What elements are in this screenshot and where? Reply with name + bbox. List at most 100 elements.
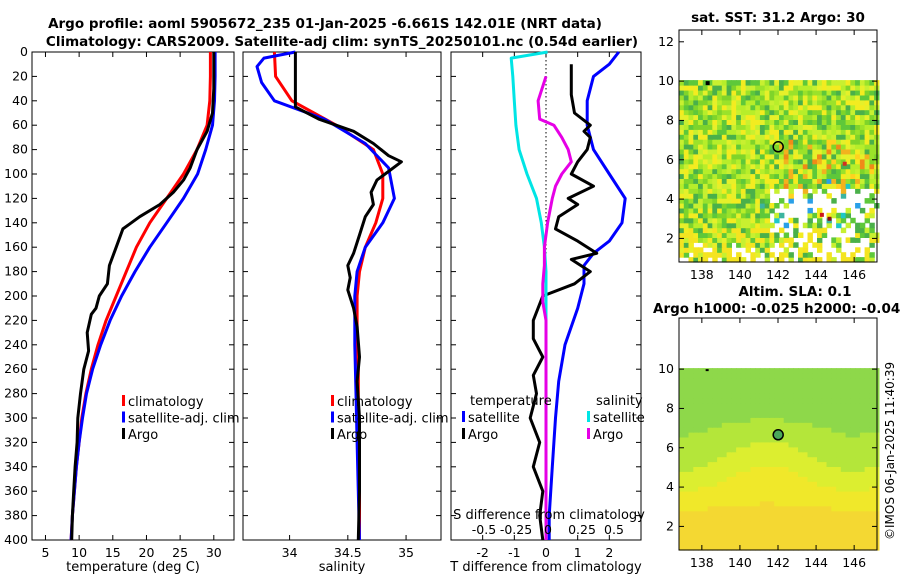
sst-map-cell	[855, 257, 861, 263]
sst-map-cell	[693, 119, 699, 125]
sst-map-cell	[798, 232, 804, 238]
sst-map-cell	[855, 153, 861, 160]
sla-map-cell	[693, 545, 699, 551]
sst-map-cell	[688, 85, 694, 91]
sla-map-cell	[688, 407, 694, 413]
sst-map-cell	[845, 237, 851, 243]
sla-map-cell	[712, 422, 718, 428]
sla-map-cell	[821, 530, 828, 536]
sst-map-cell	[840, 158, 847, 165]
sla-map-cell	[688, 510, 694, 517]
sst-map-cell	[702, 232, 709, 238]
sst-map-cell	[826, 193, 832, 199]
sla-map-cell	[840, 373, 847, 379]
sla-map-cell	[831, 446, 837, 453]
sla-map-cell	[693, 530, 699, 536]
sla-map-cell	[779, 427, 785, 433]
sla-map-cell	[869, 412, 875, 418]
sst-map-cell	[845, 119, 851, 125]
sla-map-cell	[769, 441, 775, 448]
sla-map-cell	[774, 520, 780, 526]
sst-map-cell	[745, 188, 751, 194]
sla-map-cell	[774, 505, 780, 512]
sst-map-cell	[721, 129, 728, 135]
sla-map-cell	[698, 432, 704, 438]
sst-map-cell	[755, 242, 761, 248]
sst-map-cell	[783, 144, 790, 150]
sla-map-cell	[759, 471, 766, 477]
sla-map-cell	[831, 373, 837, 379]
sla-map-cell	[755, 422, 761, 428]
sla-map-cell	[845, 432, 851, 438]
sst-map-cell	[693, 203, 699, 209]
sla-map-cell	[698, 382, 704, 389]
sst-map-cell	[740, 99, 747, 106]
sst-map-cell	[783, 119, 790, 125]
sst-map-cell	[826, 85, 832, 91]
sla-map-cell	[831, 451, 837, 458]
sla-map-cell	[736, 545, 742, 551]
sst-map-cell	[855, 134, 861, 140]
sst-map-cell	[755, 94, 761, 101]
sst-map-cell	[712, 247, 718, 253]
sla-map-cell	[740, 397, 747, 404]
sst-map-cell	[859, 119, 866, 125]
sla-map-cell	[759, 530, 766, 536]
sst-map-cell	[759, 119, 766, 125]
sst-map-cell	[755, 222, 761, 229]
sst-map-cell	[821, 188, 828, 194]
sla-map-cell	[745, 368, 751, 374]
sla-map-cell	[812, 471, 818, 477]
sla-map-cell	[769, 378, 775, 384]
sla-map-cell	[755, 378, 761, 384]
sla-map-cell	[826, 402, 832, 408]
sla-map-cell	[726, 378, 732, 384]
sst-map-cell	[688, 227, 694, 234]
sla-map-cell	[850, 476, 856, 482]
sla-map-cell	[859, 461, 866, 467]
sla-map-cell	[683, 491, 690, 497]
sst-map-cell	[826, 104, 832, 111]
sst-map-cell	[702, 144, 709, 150]
temp-line-argo	[70, 52, 216, 541]
sla-map-cell	[698, 495, 704, 502]
sla-map-cell	[779, 392, 785, 399]
sla-map-cell	[688, 397, 694, 404]
sla-map-cell	[859, 382, 866, 389]
sst-map-cell	[683, 109, 690, 116]
sla-map-cell	[759, 535, 766, 541]
sla-map-cell	[802, 407, 809, 413]
sla-map-cell	[855, 441, 861, 448]
sla-map-cell	[721, 373, 728, 379]
sst-map-cell	[693, 124, 699, 130]
sst-map-cell	[707, 85, 713, 91]
sla-map-cell	[783, 515, 790, 522]
sla-map-cell	[774, 392, 780, 399]
sst-map-cell	[769, 168, 775, 175]
sla-map-cell	[783, 481, 790, 487]
sla-map-cell	[736, 540, 742, 546]
sla-map-cell	[731, 368, 737, 374]
sla-map-cell	[721, 412, 728, 418]
sla-map-cell	[783, 471, 790, 477]
sst-map-cell	[698, 168, 704, 175]
sst-map-cell	[731, 99, 737, 106]
sla-map-cell	[798, 510, 804, 517]
sst-map-cell	[712, 257, 718, 263]
sst-map-cell	[802, 90, 809, 96]
sst-map-cell	[821, 163, 828, 170]
sla-map-cell	[783, 530, 790, 536]
sst-map-cell	[740, 193, 747, 199]
sla-map-cell	[850, 466, 856, 472]
sla-map-cell	[788, 525, 794, 531]
sst-map-cell	[736, 252, 742, 258]
sst-map-cell	[779, 90, 785, 96]
sst-map-cell	[726, 212, 732, 219]
sst-map-cell	[836, 144, 842, 150]
sst-map-cell	[774, 168, 780, 175]
sla-map-cell	[726, 476, 732, 482]
sla-map-cell	[736, 373, 742, 379]
sla-map-cell	[788, 417, 794, 423]
sla-map-cell	[679, 500, 685, 507]
sst-map-cell	[717, 80, 723, 86]
